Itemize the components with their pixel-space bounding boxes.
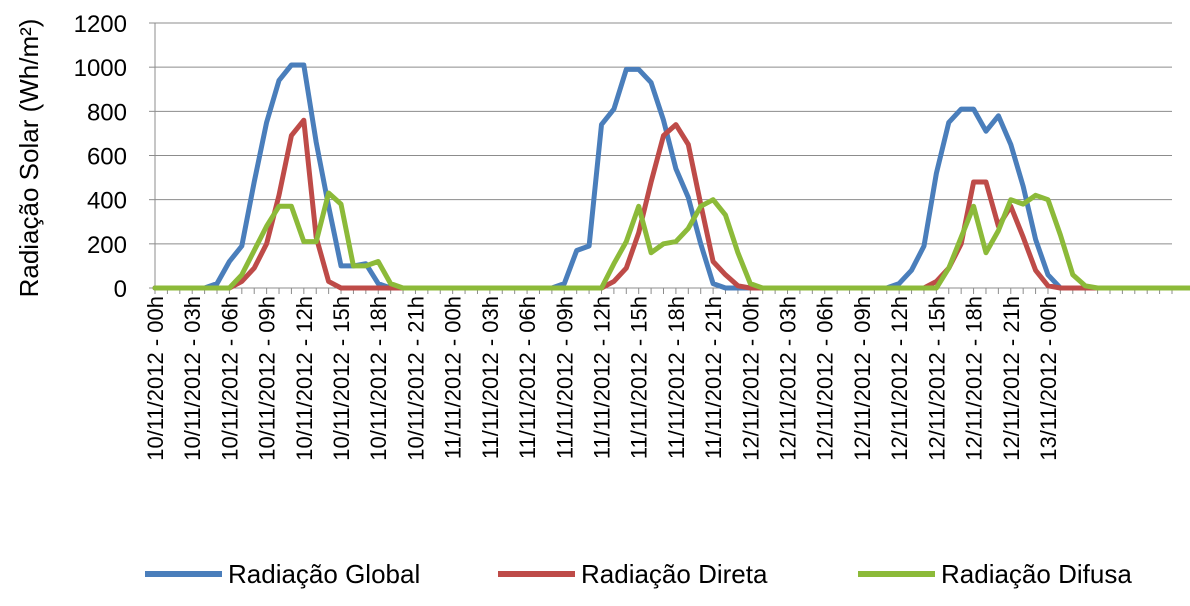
y-tick-label: 200 [87, 232, 127, 259]
y-tick-label: 1200 [74, 11, 127, 38]
x-tick-label: 11/11/2012 - 15h [627, 296, 652, 459]
x-tick-label: 10/11/2012 - 00h [143, 296, 168, 461]
axes [149, 22, 1173, 294]
series-lines [152, 62, 1190, 291]
y-tick-label: 400 [87, 188, 127, 215]
legend-label-1: Radiação Direta [581, 559, 768, 589]
y-axis-title: Radiação Solar (Wh/m²) [14, 19, 44, 298]
x-tick-label: 11/11/2012 - 09h [552, 296, 577, 459]
x-tick-label: 10/11/2012 - 09h [255, 296, 280, 461]
x-tick-label: 10/11/2012 - 15h [329, 296, 354, 461]
y-tick-label: 1000 [74, 55, 127, 82]
x-tick-labels: 10/11/2012 - 00h 10/11/2012 - 03h 10/11/20… [143, 296, 1061, 461]
x-tick-label: 11/11/2012 - 03h [478, 296, 503, 459]
x-tick-label: 12/11/2012 - 15h [924, 296, 949, 461]
x-tick-label: 11/11/2012 - 18h [664, 296, 689, 459]
x-tick-label: 12/11/2012 - 21h [999, 296, 1024, 461]
y-tick-labels: 0 200 400 600 800 1000 1200 [74, 11, 127, 303]
x-tick-label: 12/11/2012 - 00h [738, 296, 763, 461]
series-line-1 [152, 117, 1190, 291]
x-tick-label: 11/11/2012 - 12h [589, 296, 614, 459]
x-tick-label: 11/11/2012 - 00h [441, 296, 466, 459]
series-line-0 [152, 62, 1175, 291]
x-tick-label: 13/11/2012 - 00h [1036, 296, 1061, 461]
y-tick-label: 0 [114, 276, 127, 303]
legend-label-2: Radiação Difusa [941, 559, 1132, 589]
x-tick-label: 12/11/2012 - 18h [962, 296, 987, 461]
y-tick-label: 800 [87, 99, 127, 126]
x-tick-label: 12/11/2012 - 03h [776, 296, 801, 461]
x-tick-label: 10/11/2012 - 21h [403, 296, 428, 461]
x-tick-label: 10/11/2012 - 06h [217, 296, 242, 461]
x-tick-label: 10/11/2012 - 12h [292, 296, 317, 461]
legend-label-0: Radiação Global [228, 559, 420, 589]
x-tick-label: 12/11/2012 - 06h [813, 296, 838, 461]
x-tick-label: 10/11/2012 - 18h [366, 296, 391, 461]
x-tick-label: 12/11/2012 - 09h [850, 296, 875, 461]
x-tick-label: 12/11/2012 - 12h [887, 296, 912, 461]
x-tick-label: 11/11/2012 - 21h [701, 296, 726, 459]
x-tick-label: 10/11/2012 - 03h [180, 296, 205, 461]
y-tick-label: 600 [87, 144, 127, 171]
legend: Radiação Global Radiação Direta Radiação D… [145, 559, 1132, 589]
series-line-2 [152, 190, 1190, 291]
x-tick-label: 11/11/2012 - 06h [515, 296, 540, 459]
